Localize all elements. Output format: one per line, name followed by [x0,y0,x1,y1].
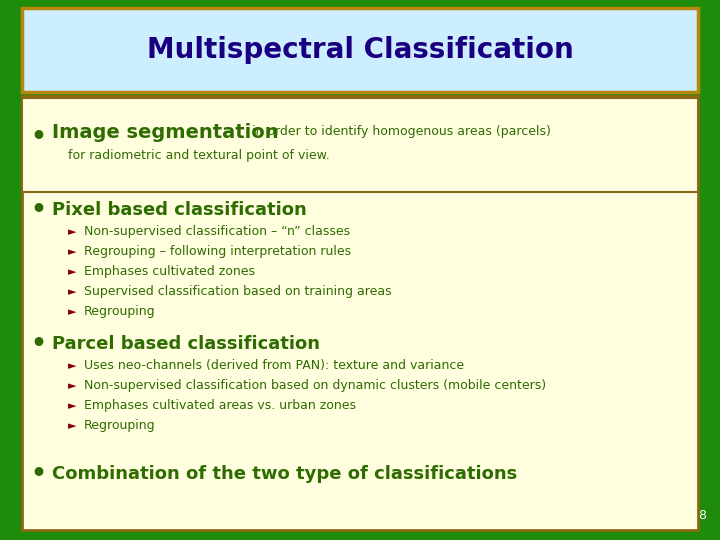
Text: Regrouping – following interpretation rules: Regrouping – following interpretation ru… [84,246,351,259]
Text: Regrouping: Regrouping [84,306,156,319]
Text: ►: ► [68,267,76,277]
FancyBboxPatch shape [22,98,698,192]
Text: •: • [30,462,46,486]
Text: Regrouping: Regrouping [84,420,156,433]
Text: Image segmentation: Image segmentation [52,123,279,141]
Text: ►: ► [68,401,76,411]
Text: Multispectral Classification: Multispectral Classification [147,36,573,64]
FancyBboxPatch shape [22,96,698,530]
Text: •: • [30,332,46,356]
FancyBboxPatch shape [22,8,698,92]
Text: 8: 8 [698,509,706,522]
Text: ►: ► [68,381,76,391]
Text: in order to identify homogenous areas (parcels): in order to identify homogenous areas (p… [248,125,551,138]
Text: ►: ► [68,361,76,371]
Text: ►: ► [68,421,76,431]
Text: for radiometric and textural point of view.: for radiometric and textural point of vi… [68,148,330,161]
Text: Combination of the two type of classifications: Combination of the two type of classific… [52,465,517,483]
Text: ►: ► [68,247,76,257]
Text: Non-supervised classification – “n” classes: Non-supervised classification – “n” clas… [84,226,350,239]
Text: Parcel based classification: Parcel based classification [52,335,320,353]
Text: ►: ► [68,227,76,237]
Text: Pixel based classification: Pixel based classification [52,201,307,219]
Text: Uses neo-channels (derived from PAN): texture and variance: Uses neo-channels (derived from PAN): te… [84,360,464,373]
Text: Emphases cultivated areas vs. urban zones: Emphases cultivated areas vs. urban zone… [84,400,356,413]
Text: ►: ► [68,307,76,317]
Text: •: • [30,198,46,222]
Text: •: • [30,125,46,149]
Text: ►: ► [68,287,76,297]
Text: Non-supervised classification based on dynamic clusters (mobile centers): Non-supervised classification based on d… [84,380,546,393]
Text: Emphases cultivated zones: Emphases cultivated zones [84,266,255,279]
Text: Supervised classification based on training areas: Supervised classification based on train… [84,286,392,299]
